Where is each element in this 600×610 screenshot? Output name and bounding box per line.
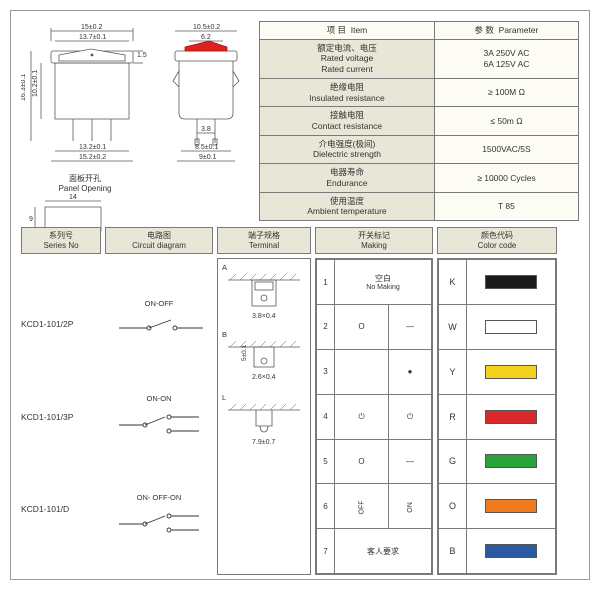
svg-text:10.2±0.1: 10.2±0.1 [32,70,39,97]
svg-text:16.3±0.1: 16.3±0.1 [21,74,27,101]
color-swatch [485,320,537,334]
svg-text:10.5±0.2: 10.5±0.2 [193,24,220,31]
color-swatch [485,410,537,424]
hdr-diagram: 电路图Circuit diagram [105,227,213,254]
svg-text:2.6×0.4: 2.6×0.4 [252,374,276,381]
svg-text:3.8×0.4: 3.8×0.4 [252,313,276,320]
drawing-front: 15±0.2 13.7±0.1 1.5 [21,21,149,221]
color-box: KWYRGOB [437,258,557,575]
svg-text:15.2±0.2: 15.2±0.2 [79,154,106,161]
column-headers: 系列号Series No 电路图Circuit diagram 端子规格Term… [21,227,579,254]
color-swatch [485,365,537,379]
diagram-list: ON-OFF ON-ON ON- OFF-ON [105,258,213,575]
circuit-diagram-item: ON-OFF [105,299,213,336]
svg-text:15±0.2: 15±0.2 [81,24,102,31]
svg-text:13.7±0.1: 13.7±0.1 [79,34,106,41]
hdr-color: 颜色代码Color code [437,227,557,254]
series-list: KCD1-101/2P KCD1-101/3P KCD1-101/D [21,258,101,575]
parameter-table: 项 目 Item 参 数 Parameter 额定电流、电压Rated volt… [259,21,579,221]
hdr-making: 开关标记Making [315,227,433,254]
svg-text:13.2±0.1: 13.2±0.1 [79,144,106,151]
hdr-item: 项 目 Item [260,22,435,40]
hdr-param: 参 数 Parameter [434,22,578,40]
series-part-number: KCD1-101/2P [21,319,101,329]
circuit-diagram-item: ON-ON [105,394,213,435]
svg-text:14: 14 [69,194,77,201]
svg-text:5±0.1: 5±0.1 [241,345,248,362]
color-swatch [485,454,537,468]
series-part-number: KCD1-101/3P [21,412,101,422]
color-swatch [485,275,537,289]
bottom-row: KCD1-101/2PKCD1-101/3PKCD1-101/D ON-OFFO… [21,258,579,575]
color-swatch [485,499,537,513]
terminal-box: A 3.8×0.4 B 5±0.1 2.6×0.4 L [217,258,311,575]
drawing-side: 10.5±0.2 6.2 [159,21,249,221]
making-box: 1空白No Making2O—3●4⏻⏻5O—6OFFON7客人要求 [315,258,433,575]
svg-text:9±0.1: 9±0.1 [199,154,217,161]
svg-text:6.2: 6.2 [201,34,211,41]
top-row: 15±0.2 13.7±0.1 1.5 [21,21,579,221]
hdr-terminal: 端子规格Terminal [217,227,311,254]
color-swatch [485,544,537,558]
svg-text:3.8: 3.8 [201,126,211,133]
circuit-diagram-item: ON- OFF-ON [105,493,213,534]
svg-text:9: 9 [29,216,33,223]
series-part-number: KCD1-101/D [21,504,101,514]
svg-text:1.5: 1.5 [137,52,147,59]
hdr-series: 系列号Series No [21,227,101,254]
spec-sheet: 15±0.2 13.7±0.1 1.5 [10,10,590,580]
svg-text:7.9±0.7: 7.9±0.7 [252,439,275,446]
svg-text:8.5±0.1: 8.5±0.1 [195,144,218,151]
